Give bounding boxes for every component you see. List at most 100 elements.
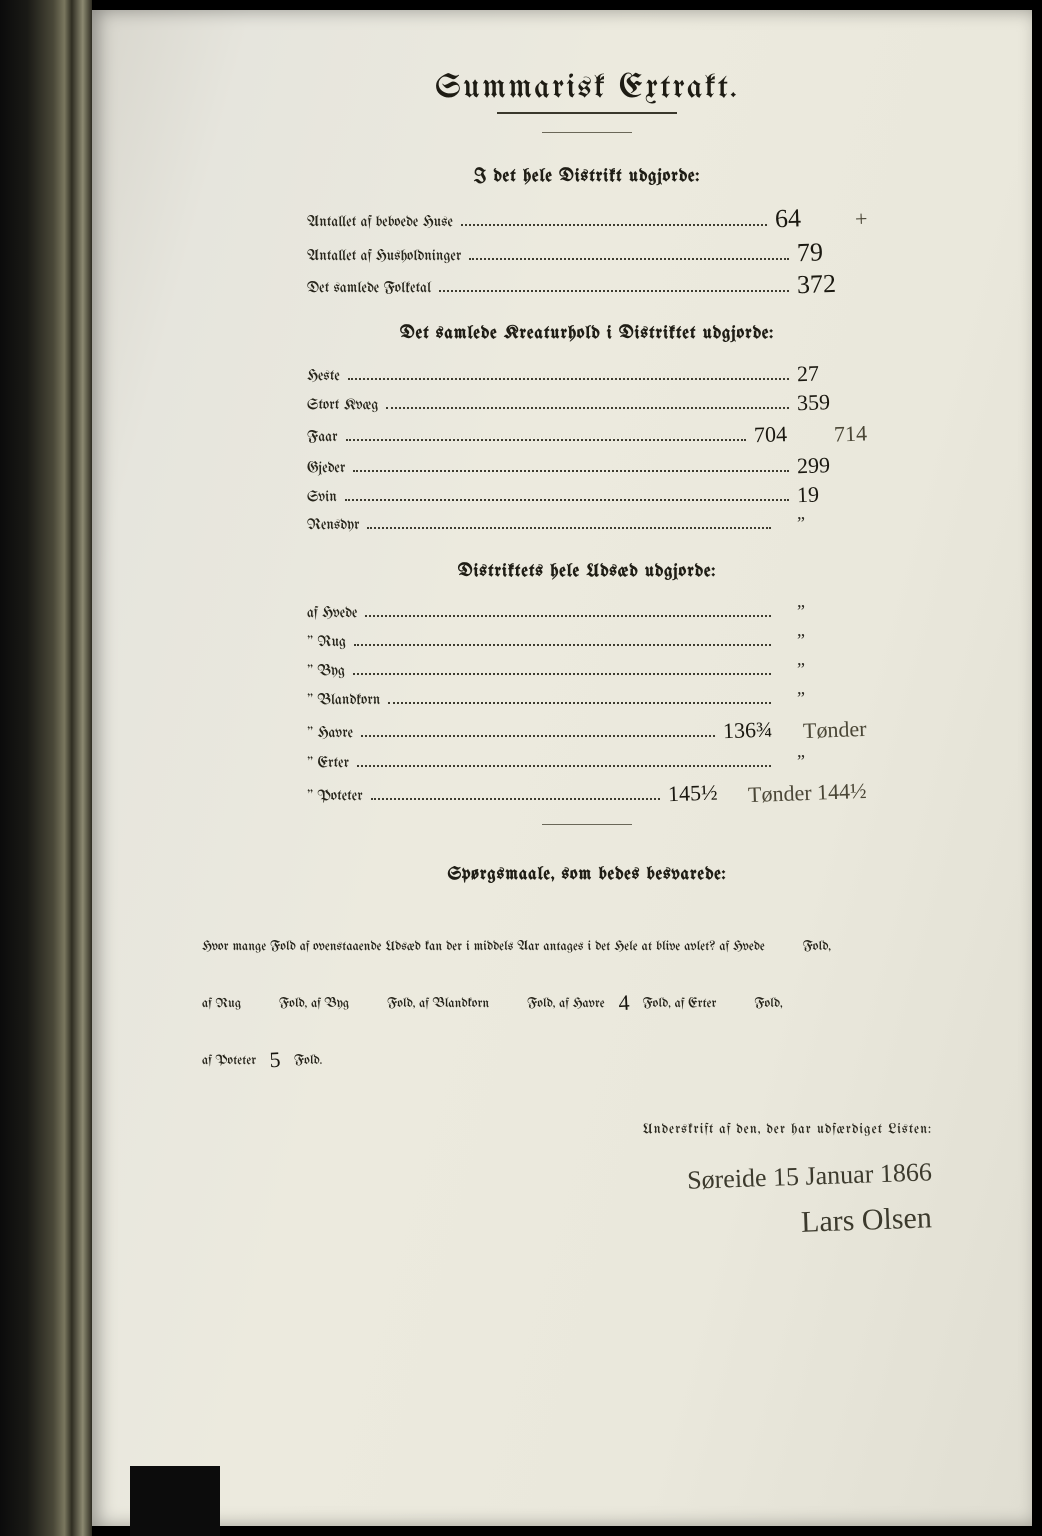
fill-hvede [767,916,800,975]
q-text: Fold, af Byg [279,997,349,1011]
value-ditto: ” [779,688,867,709]
section2-block: Heste 27 Stort Kvæg 359 Faar 704 714 Gje… [307,363,867,534]
leader-dots [361,722,715,738]
row-faar: Faar 704 714 [307,421,867,447]
q-text: Fold, af Erter [643,997,717,1011]
value: 19 [797,483,868,505]
leader-dots [346,426,746,442]
value-ditto: ” [779,630,867,651]
label: ” Poteter [307,788,363,804]
fill-rug [245,1009,275,1011]
q-text: af Poteter [202,1054,256,1068]
row-folketal: Det samlede Folketal 372 [307,272,867,296]
q-text: Fold. [294,1054,322,1068]
divider [542,132,632,133]
leader-dots [469,245,789,261]
value-ditto: ” [779,751,867,772]
page-title: Summarisk Extrakt. [202,70,972,106]
value-ditto: ” [779,659,867,680]
leader-dots [357,752,771,768]
question-line-3: af Poteter 5 Fold. [202,1028,972,1085]
leader-dots [386,394,789,410]
label: Stort Kvæg [307,397,378,413]
section1-block: Antallet af beboede Huse 64 + Antallet a… [307,206,867,296]
value: 704 [754,423,825,445]
annotation: Tønder [803,716,867,744]
value-ditto: ” [779,513,867,534]
leader-dots [371,785,661,801]
fill-poteter: 5 [259,1031,292,1090]
label: ” Blandkorn [307,692,380,708]
q-text: af Rug [202,997,241,1011]
fill-erter [720,1009,750,1011]
value: 79 [797,239,868,265]
row-hvede: af Hvede ” [307,601,867,622]
row-blandkorn: ” Blandkorn ” [307,688,867,709]
divider [542,824,632,825]
leader-dots [354,631,771,647]
row-kvaeg: Stort Kvæg 359 [307,392,867,413]
row-poteter: ” Poteter 145½ Tønder 144½ [307,780,867,806]
label: Gjeder [307,460,345,476]
value: 372 [797,271,868,297]
label: af Hvede [307,605,357,621]
label: Antallet af Husholdninger [307,248,461,264]
row-heste: Heste 27 [307,363,867,384]
value: 64 [774,205,845,231]
q-text: Fold, [754,997,782,1011]
label: Faar [307,429,338,445]
leader-dots [439,277,789,293]
q-text: Fold, af Havre [527,997,605,1011]
section3-block: af Hvede ” ” Rug ” ” Byg ” ” Blandkorn ” [307,601,867,806]
book-spine [0,0,92,1536]
question-line-2: af Rug Fold, af Byg Fold, af Blandkorn F… [202,971,972,1028]
section1-heading: I det hele Distrikt udgjorde: [202,167,972,186]
questions-block: Hvor mange Fold af ovenstaaende Udsæd ka… [202,914,972,1086]
scan-frame: Summarisk Extrakt. I det hele Distrikt u… [0,0,1042,1536]
fill-havre: 4 [607,973,640,1032]
row-byg: ” Byg ” [307,659,867,680]
value: 27 [797,362,868,384]
label: ” Havre [307,725,353,741]
leader-dots [353,457,789,473]
signature-block: Underskrift af den, der har udfærdiget L… [202,1122,972,1253]
label: Det samlede Folketal [307,280,431,296]
question-line-1: Hvor mange Fold af ovenstaaende Udsæd ka… [202,914,972,971]
questions-heading: Spørgsmaale, som bedes besvarede: [202,865,972,884]
title-underline [497,112,677,114]
leader-dots [461,211,767,227]
label: ” Erter [307,755,349,771]
row-erter: ” Erter ” [307,751,867,772]
row-rug: ” Rug ” [307,630,867,651]
leader-dots [353,660,771,676]
label: Rensdyr [307,517,359,533]
fill-byg [353,1009,383,1011]
label: ” Rug [307,634,346,650]
leader-dots [365,602,771,618]
label: Heste [307,368,340,384]
value: 359 [797,391,868,413]
row-svin: Svin 19 [307,484,867,505]
bottom-tab [130,1466,220,1536]
label: Svin [307,489,337,505]
value: 136¾ [723,719,794,741]
row-gjeder: Gjeder 299 [307,455,867,476]
label: Antallet af beboede Huse [307,214,453,230]
row-husholdninger: Antallet af Husholdninger 79 [307,240,867,264]
signature-caption: Underskrift af den, der har udfærdiget L… [202,1122,932,1137]
fill-blandkorn [493,1009,523,1011]
row-huse: Antallet af beboede Huse 64 + [307,206,867,232]
q-text: Fold, [803,940,831,954]
q-text: Hvor mange Fold af ovenstaaende Udsæd ka… [202,940,765,954]
leader-dots [345,486,789,502]
value-ditto: ” [779,601,867,622]
section3-heading: Distriktets hele Udsæd udgjorde: [202,562,972,581]
document-page: Summarisk Extrakt. I det hele Distrikt u… [92,10,1032,1526]
row-havre: ” Havre 136¾ Tønder [307,717,867,743]
section2-heading: Det samlede Kreaturhold i Distriktet udg… [202,324,972,343]
annotation: Tønder 144½ [748,778,867,808]
label: ” Byg [307,663,345,679]
row-rensdyr: Rensdyr ” [307,513,867,534]
leader-dots [367,514,771,530]
value: 299 [797,454,868,476]
